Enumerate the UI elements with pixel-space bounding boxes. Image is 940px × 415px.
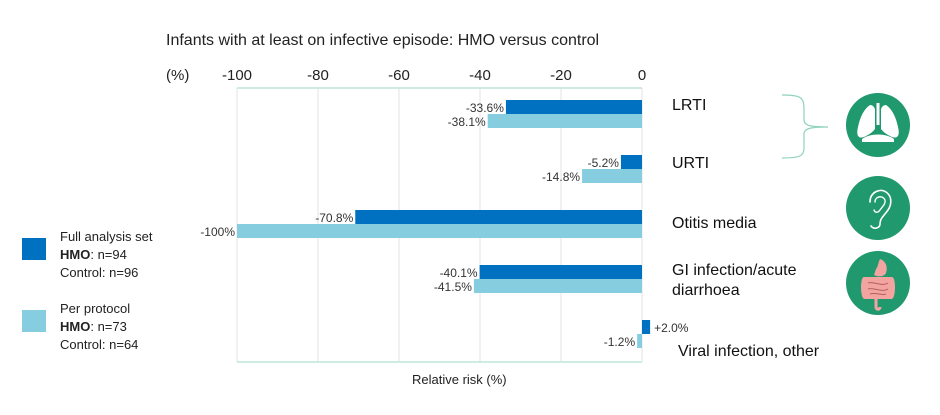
legend-swatch <box>22 310 46 332</box>
category-label-line: GI infection/acute <box>672 262 797 279</box>
legend-hmo-label: HMO <box>60 319 91 334</box>
data-label: -1.2% <box>604 335 636 349</box>
data-label: -41.5% <box>434 280 472 294</box>
legend-control-n: Control: n=64 <box>60 337 139 352</box>
ear-icon <box>846 176 910 240</box>
data-label: -14.8% <box>542 170 580 184</box>
legend-label: Full analysis set <box>60 229 153 244</box>
bar <box>479 265 642 279</box>
bar <box>355 210 642 224</box>
bar <box>237 224 642 238</box>
category-label: LRTI <box>672 97 706 114</box>
x-tick-label: -80 <box>307 67 329 84</box>
data-label: -40.1% <box>440 266 478 280</box>
bar <box>637 334 642 348</box>
data-label: -5.2% <box>588 156 620 170</box>
x-axis-label: Relative risk (%) <box>412 372 507 387</box>
category-labels: LRTI URTI Otitis media GI infection/acute di… <box>672 97 820 360</box>
x-tick-labels: -100 -80 -60 -40 -20 0 <box>222 67 646 84</box>
legend-control-n: Control: n=96 <box>60 265 139 280</box>
x-tick-label: -40 <box>469 67 491 84</box>
category-label: Otitis media <box>672 215 757 232</box>
data-label: -100% <box>200 225 235 239</box>
legend-swatch <box>22 238 46 260</box>
x-tick-label: -100 <box>222 67 252 84</box>
data-label: -33.6% <box>466 101 504 115</box>
digestive-tract-icon <box>846 251 910 315</box>
lungs-icon <box>846 93 910 157</box>
bracket <box>781 94 829 159</box>
x-tick-label: -60 <box>388 67 410 84</box>
bar <box>642 320 651 334</box>
legend-hmo-label: HMO <box>60 247 91 262</box>
bar <box>505 100 642 114</box>
category-label-line: URTI <box>672 155 709 172</box>
data-label: -70.8% <box>315 211 353 225</box>
bars <box>237 100 651 348</box>
category-label-line: LRTI <box>672 97 706 114</box>
category-label-line: diarrhoea <box>672 282 740 299</box>
category-label: GI infection/acute diarrhoea <box>672 262 797 299</box>
category-label-line: Otitis media <box>672 215 757 232</box>
data-label: +2.0% <box>654 321 689 335</box>
bar <box>473 279 642 293</box>
legend-label: Per protocol <box>60 301 131 316</box>
bar <box>620 155 642 169</box>
bar <box>487 114 642 128</box>
data-labels: -33.6%-38.1% -5.2% -14.8% -70.8% -100% -40.1%… <box>200 101 688 349</box>
legend-hmo-n: : n=73 <box>90 319 127 334</box>
axis-unit-label: (%) <box>166 67 189 84</box>
bar <box>582 169 642 183</box>
category-label: Viral infection, other <box>678 343 820 360</box>
category-label-line: Viral infection, other <box>678 343 820 360</box>
x-tick-label: -20 <box>550 67 572 84</box>
category-label: URTI <box>672 155 709 172</box>
x-tick-label: 0 <box>638 67 646 84</box>
legend-hmo-n: : n=94 <box>90 247 127 262</box>
data-label: -38.1% <box>448 115 486 129</box>
chart-title: Infants with at least on infective episo… <box>166 32 599 49</box>
